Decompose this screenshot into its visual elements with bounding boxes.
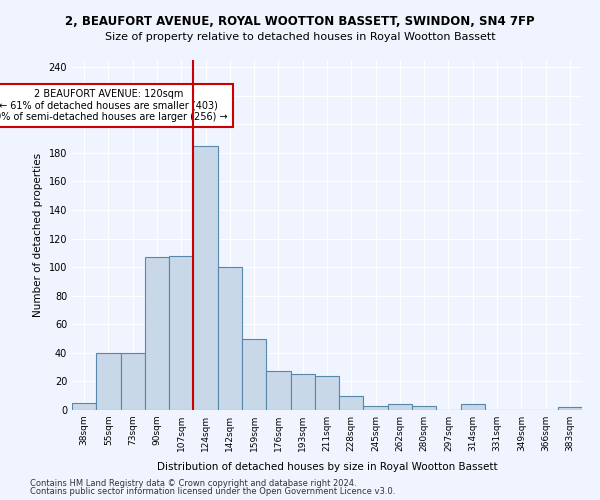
Bar — [193, 146, 218, 410]
Bar — [412, 406, 436, 410]
Bar — [242, 338, 266, 410]
Bar — [315, 376, 339, 410]
Text: 2 BEAUFORT AVENUE: 120sqm
← 61% of detached houses are smaller (403)
39% of semi: 2 BEAUFORT AVENUE: 120sqm ← 61% of detac… — [0, 88, 228, 122]
Text: 2, BEAUFORT AVENUE, ROYAL WOOTTON BASSETT, SWINDON, SN4 7FP: 2, BEAUFORT AVENUE, ROYAL WOOTTON BASSET… — [65, 15, 535, 28]
Bar — [388, 404, 412, 410]
Bar — [169, 256, 193, 410]
Bar — [290, 374, 315, 410]
Text: Contains public sector information licensed under the Open Government Licence v3: Contains public sector information licen… — [30, 487, 395, 496]
Bar — [364, 406, 388, 410]
Text: Contains HM Land Registry data © Crown copyright and database right 2024.: Contains HM Land Registry data © Crown c… — [30, 478, 356, 488]
Text: Size of property relative to detached houses in Royal Wootton Bassett: Size of property relative to detached ho… — [104, 32, 496, 42]
Y-axis label: Number of detached properties: Number of detached properties — [33, 153, 43, 317]
Bar — [96, 353, 121, 410]
Bar — [218, 267, 242, 410]
Bar — [72, 403, 96, 410]
Bar — [558, 407, 582, 410]
Bar — [145, 257, 169, 410]
Bar — [266, 372, 290, 410]
Bar — [461, 404, 485, 410]
X-axis label: Distribution of detached houses by size in Royal Wootton Bassett: Distribution of detached houses by size … — [157, 462, 497, 472]
Bar — [121, 353, 145, 410]
Bar — [339, 396, 364, 410]
